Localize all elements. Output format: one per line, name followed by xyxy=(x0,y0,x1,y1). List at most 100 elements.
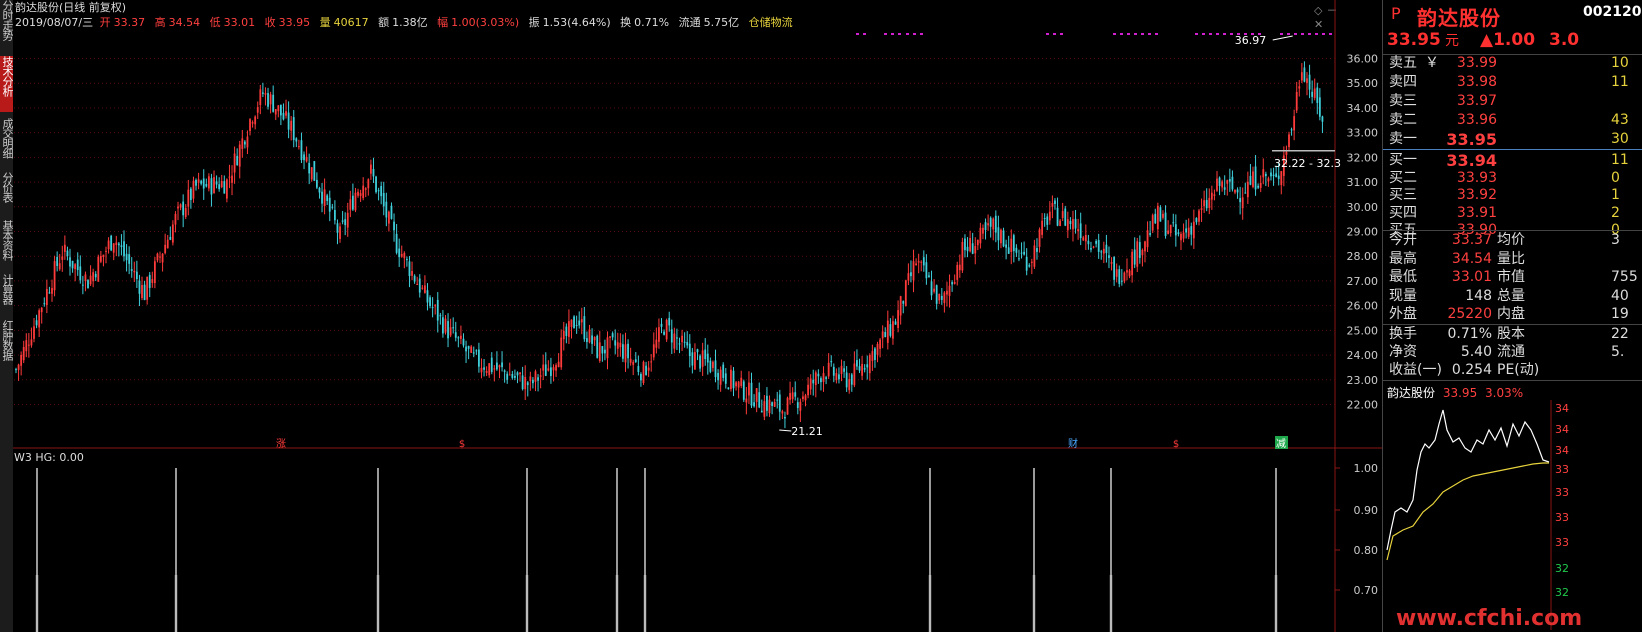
candle xyxy=(969,230,972,253)
candle-body xyxy=(331,206,334,208)
candle-body xyxy=(688,343,691,357)
candle xyxy=(390,202,393,220)
candle-body xyxy=(1262,169,1265,178)
candle xyxy=(429,295,431,309)
candle xyxy=(1252,166,1254,189)
candle-body xyxy=(1318,97,1321,117)
candle xyxy=(1043,213,1046,227)
candle-body xyxy=(848,379,851,391)
signal-dash xyxy=(1280,33,1283,35)
left-tab-6[interactable]: 红肿数据 xyxy=(1,320,13,360)
candle xyxy=(367,178,370,196)
candle-body xyxy=(812,379,815,384)
candle xyxy=(521,366,524,391)
candle xyxy=(192,176,195,203)
candle xyxy=(1038,227,1041,253)
candle-body xyxy=(357,191,359,196)
candle xyxy=(663,329,665,336)
left-tab-2[interactable]: 成交明细 xyxy=(1,118,13,158)
candle-body xyxy=(1074,218,1077,229)
candle xyxy=(467,345,470,360)
left-tab-4[interactable]: 基本资料 xyxy=(1,220,13,260)
candle xyxy=(153,256,156,289)
signal-dash xyxy=(891,33,894,35)
candle-body xyxy=(676,337,678,339)
diamond-icon[interactable]: ◇ xyxy=(1314,4,1323,17)
candle xyxy=(146,276,149,305)
candle xyxy=(243,140,246,149)
candle-body xyxy=(1084,234,1087,242)
left-tab-5[interactable]: 计算器 xyxy=(1,274,13,304)
candle-body xyxy=(776,399,779,401)
candle-body xyxy=(604,349,606,354)
candle-body xyxy=(701,350,704,367)
candle xyxy=(868,353,871,381)
candle xyxy=(375,175,377,194)
bid-row: 买二 33.93 0 xyxy=(1383,169,1642,188)
candle xyxy=(496,351,498,371)
candle xyxy=(478,342,480,373)
kline-chart-area[interactable]: 36.00 35.00 34.00 33.00 32.00 31.00 30.00 29.00… xyxy=(0,0,1382,632)
candle xyxy=(1018,249,1020,262)
candle xyxy=(1254,155,1257,196)
bid-label: 买二 xyxy=(1389,169,1417,186)
candle xyxy=(856,349,858,370)
candle-body xyxy=(182,201,185,216)
candle xyxy=(1272,167,1275,186)
candle xyxy=(928,272,930,278)
candle xyxy=(742,379,745,402)
candle-body xyxy=(195,179,197,186)
stat-label-2: 内盘 xyxy=(1497,306,1525,322)
candle-body xyxy=(490,357,493,373)
candle xyxy=(107,237,110,254)
candle-body xyxy=(269,94,272,105)
candle xyxy=(434,304,437,315)
candle-body xyxy=(876,343,879,355)
sector-link[interactable]: 仓储物流 xyxy=(748,16,793,29)
candle xyxy=(421,285,424,290)
mini-y-tick: 34 xyxy=(1555,423,1569,436)
minus-icon[interactable]: － xyxy=(1326,4,1338,17)
candle xyxy=(210,173,213,207)
intraday-mini-chart[interactable]: 34 34 34 33 33 33 33 32 32 xyxy=(1383,400,1642,630)
indicator-spikes xyxy=(35,468,1278,632)
candle xyxy=(1262,158,1265,185)
candle-body xyxy=(94,273,97,278)
candle xyxy=(745,386,748,415)
candle-body xyxy=(562,330,565,340)
candle xyxy=(48,286,51,294)
open-label: 开 xyxy=(99,16,111,29)
indicator-y-tick: 0.80 xyxy=(1354,544,1379,557)
close-icon[interactable]: ✕ xyxy=(1314,18,1324,31)
candle-body xyxy=(426,290,429,303)
candle xyxy=(143,280,146,301)
candle-body xyxy=(881,331,884,339)
low-label: 低 xyxy=(209,16,221,29)
signal-dash xyxy=(906,33,909,35)
candle xyxy=(454,321,457,342)
candle-body xyxy=(555,365,557,371)
candle xyxy=(349,190,352,218)
left-tab-0[interactable]: 分时走势 xyxy=(1,0,13,40)
candle-body xyxy=(799,401,802,411)
candle xyxy=(832,363,835,383)
candle xyxy=(1295,81,1298,114)
candle-body xyxy=(403,252,406,259)
candle xyxy=(665,318,668,342)
candle-body xyxy=(1012,235,1015,252)
candle-body xyxy=(1288,134,1290,148)
candle xyxy=(642,360,645,385)
candle-body xyxy=(411,271,413,276)
stock-info-bar: 韵达股份(日线 前复权) xyxy=(15,1,1340,15)
candle-body xyxy=(297,146,300,148)
candle-body xyxy=(825,377,827,379)
candle xyxy=(233,146,236,184)
left-tab-1[interactable]: 技术分析 xyxy=(0,56,13,112)
candle xyxy=(817,369,820,384)
candle xyxy=(1133,237,1136,269)
candle xyxy=(364,187,367,198)
candle-body xyxy=(771,402,773,406)
mini-pct: 3.03% xyxy=(1485,386,1524,400)
candle xyxy=(377,187,380,201)
left-tab-3[interactable]: 分价表 xyxy=(1,172,13,202)
